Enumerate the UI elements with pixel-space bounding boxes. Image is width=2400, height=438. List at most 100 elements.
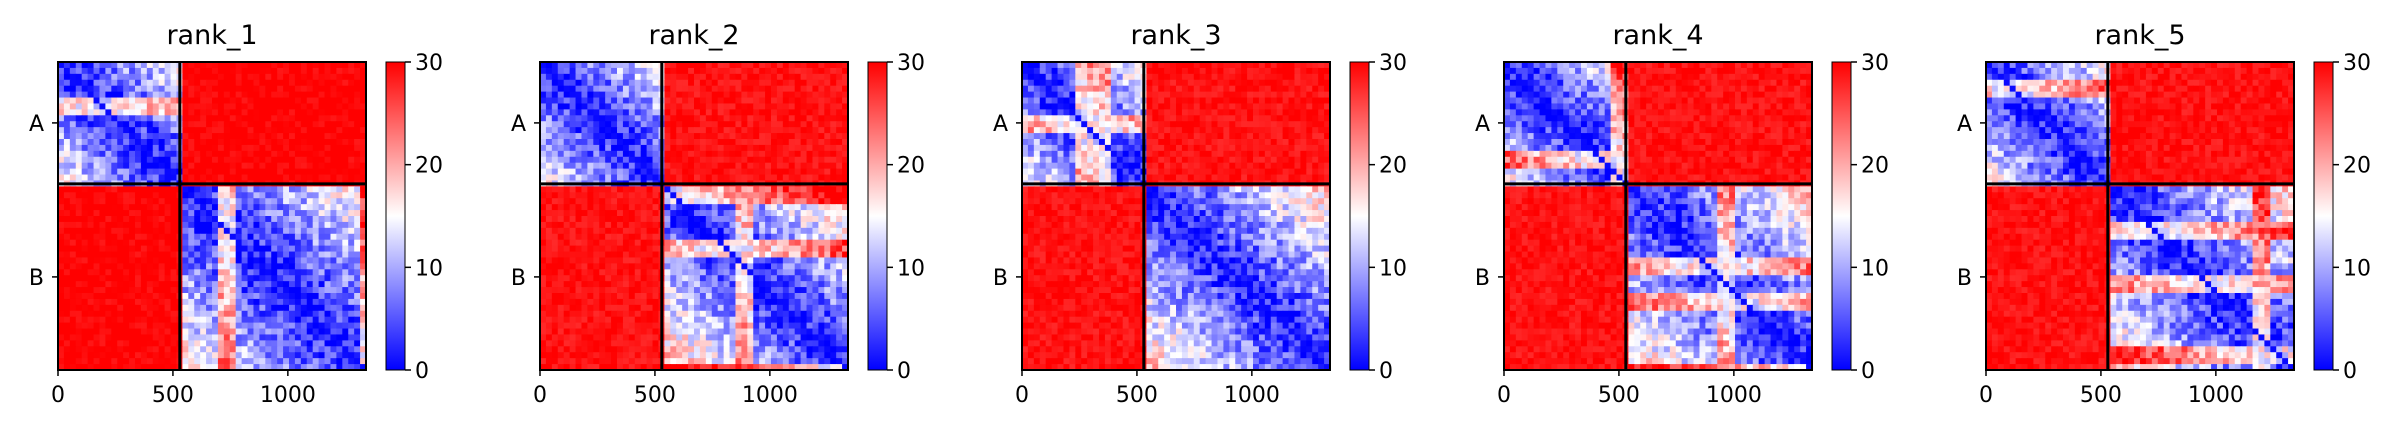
heatmap-cell [652,221,660,229]
heatmap-cell [545,121,553,128]
heatmap-cell [265,251,272,259]
heatmap-cell [253,174,260,182]
heatmap-cell [794,304,802,312]
heatmap-cell [800,97,808,105]
heatmap-cell [723,67,731,75]
heatmap-cell [265,192,272,199]
heatmap-cell [324,298,332,306]
heatmap-cell [247,198,255,205]
heatmap-cell [753,139,760,146]
heatmap-cell [788,293,796,300]
heatmap-cell [69,133,77,140]
heatmap-cell [694,150,701,158]
heatmap-cell [247,364,255,371]
heatmap-cell [265,269,272,276]
heatmap-cell [735,103,742,110]
heatmap-cell [111,162,118,170]
heatmap-cell [289,186,296,193]
heatmap-cell [605,245,612,253]
heatmap-cell [354,67,361,75]
heatmap-cell [771,162,778,170]
heatmap-cell [782,263,790,270]
heatmap-cell [605,239,612,247]
heatmap-cell [194,322,201,330]
heatmap-cell [605,168,612,176]
heatmap-cell [229,310,237,318]
heatmap-cell [593,186,600,193]
heatmap-cell [146,216,154,223]
heatmap-cell [194,233,201,241]
heatmap-cell [330,298,337,306]
heatmap-cell [170,281,178,288]
heatmap-cell [87,310,95,318]
heatmap-cell [688,103,695,110]
heatmap-cell [129,310,136,318]
heatmap-cell [605,204,612,211]
heatmap-cell [277,334,284,341]
heatmap-cell [360,293,367,300]
heatmap-cell [194,210,201,217]
heatmap-cell [646,168,654,176]
heatmap-cell [836,210,843,217]
heatmap-cell [676,139,683,146]
heatmap-cell [123,340,130,347]
heatmap-cell [123,127,130,134]
heatmap-cell [800,127,808,134]
heatmap-cell [265,186,272,193]
heatmap-cell [164,269,172,276]
heatmap-cell [330,358,337,365]
heatmap-cell [581,275,588,282]
heatmap-cell [117,103,124,110]
heatmap-cell [557,168,565,176]
heatmap-cell [634,245,642,253]
heatmap-cell [170,97,178,105]
heatmap-cell [628,67,636,75]
heatmap-cell [741,204,748,211]
heatmap-cell [200,156,207,164]
heatmap-cell [348,85,355,93]
heatmap-cell [676,109,683,116]
heatmap-cell [283,91,290,99]
heatmap-cell [682,245,689,253]
heatmap-cell [581,257,588,264]
heatmap-cell [289,334,296,341]
heatmap-cell [253,257,260,264]
heatmap-cell [575,198,583,205]
heatmap-cell [206,263,213,270]
heatmap-cell [182,210,189,217]
heatmap-cell [812,275,819,282]
heatmap-cell [194,144,201,152]
heatmap-cell [360,198,367,205]
heatmap-cell [759,121,766,128]
heatmap-cell [806,174,814,182]
heatmap-cell [812,103,819,110]
heatmap-cell [336,322,343,330]
heatmap-cell [557,127,565,134]
heatmap-cell [782,67,790,75]
heatmap-cell [765,287,772,294]
heatmap-cell [129,328,136,336]
heatmap-cell [587,133,594,140]
heatmap-cell [765,62,772,69]
heatmap-cell [747,251,754,259]
heatmap-cell [129,156,136,164]
heatmap-cell [587,174,594,182]
heatmap-cell [99,198,106,205]
heatmap-cell [818,233,825,241]
heatmap-cell [194,85,201,93]
heatmap-cell [277,257,284,264]
heatmap-cell [212,257,219,264]
heatmap-cell [747,121,754,128]
heatmap-cell [634,298,642,306]
heatmap-cell [640,216,648,223]
heatmap-cell [652,79,660,87]
heatmap-cell [194,150,201,158]
heatmap-cell [81,67,89,75]
heatmap-cell [123,139,130,146]
heatmap-cell [182,227,189,235]
heatmap-cell [622,186,630,193]
heatmap-cell [587,198,594,205]
heatmap-cell [129,174,136,182]
heatmap-cell [140,364,148,371]
heatmap-cell [289,251,296,259]
